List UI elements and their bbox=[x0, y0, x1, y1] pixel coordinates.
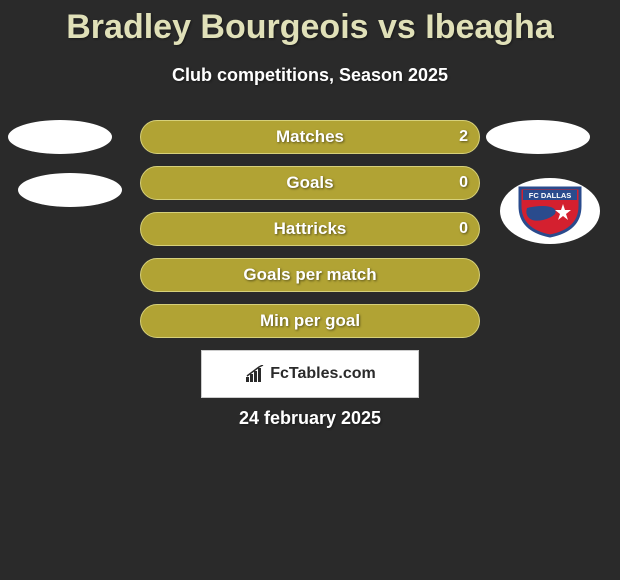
brand-box: FcTables.com bbox=[201, 350, 419, 398]
stat-bars: Matches 2 Goals 0 Hattricks 0 Goals per … bbox=[0, 120, 620, 350]
stat-row-min-per-goal: Min per goal bbox=[140, 304, 480, 338]
stat-row-goals: Goals 0 bbox=[140, 166, 480, 200]
page-title: Bradley Bourgeois vs Ibeagha bbox=[0, 0, 620, 47]
stat-value-right: 0 bbox=[459, 220, 468, 238]
brand-chart-icon bbox=[244, 365, 266, 383]
stat-value-right: 2 bbox=[459, 128, 468, 146]
stat-row-goals-per-match: Goals per match bbox=[140, 258, 480, 292]
stat-label: Hattricks bbox=[274, 219, 347, 239]
page-subtitle: Club competitions, Season 2025 bbox=[0, 65, 620, 86]
stat-label: Goals bbox=[286, 173, 333, 193]
stat-value-right: 0 bbox=[459, 174, 468, 192]
brand: FcTables.com bbox=[244, 365, 376, 383]
stat-label: Matches bbox=[276, 127, 344, 147]
stat-row-hattricks: Hattricks 0 bbox=[140, 212, 480, 246]
date-text: 24 february 2025 bbox=[239, 408, 381, 429]
stat-label: Goals per match bbox=[243, 265, 376, 285]
brand-text: FcTables.com bbox=[270, 365, 376, 383]
stats-comparison-card: Bradley Bourgeois vs Ibeagha Club compet… bbox=[0, 0, 620, 580]
stat-label: Min per goal bbox=[260, 311, 360, 331]
stat-row-matches: Matches 2 bbox=[140, 120, 480, 154]
